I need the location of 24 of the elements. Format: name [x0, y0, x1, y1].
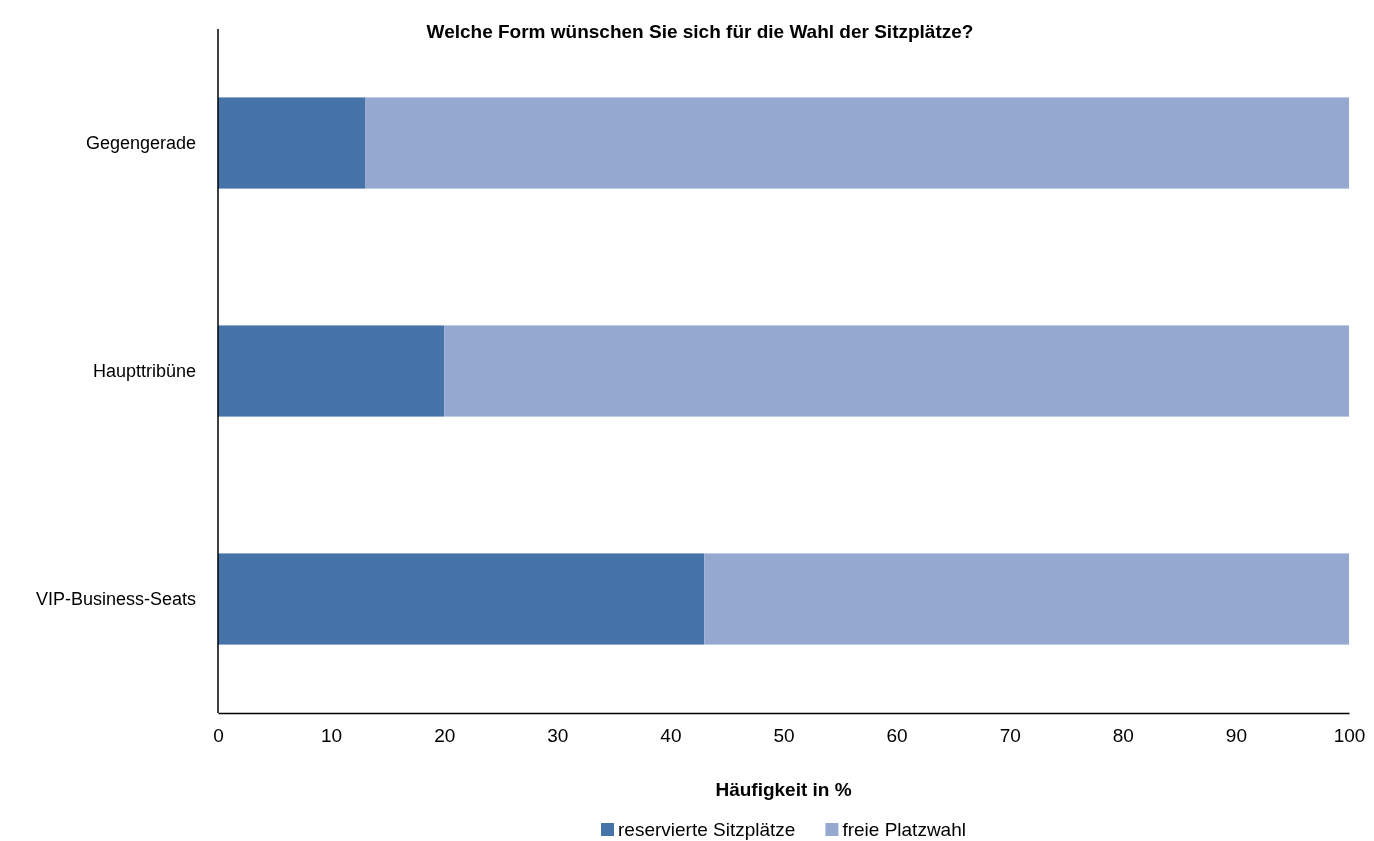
bar [218, 97, 366, 189]
bar [444, 325, 1349, 417]
x-tick-label: 50 [773, 725, 795, 747]
bar [218, 325, 445, 417]
y-tick-label: VIP-Business-Seats [35, 589, 196, 610]
x-tick-label: 30 [547, 725, 569, 747]
x-tick-label: 100 [1333, 725, 1366, 747]
x-tick-label: 10 [321, 725, 343, 747]
legend-label: reservierte Sitzplätze [618, 819, 796, 840]
legend-label: freie Platzwahl [842, 819, 966, 840]
x-tick-label: 40 [660, 725, 682, 747]
x-axis-title: Häufigkeit in % [715, 779, 852, 800]
bar [365, 97, 1349, 189]
x-tick-label: 20 [434, 725, 456, 747]
x-tick-label: 0 [213, 725, 224, 747]
bar [704, 553, 1349, 645]
x-tick-label: 90 [1225, 725, 1247, 747]
chart-title: Welche Form wünschen Sie sich für die Wahl der Sitzplätze? [426, 21, 974, 42]
x-tick-label: 70 [999, 725, 1021, 747]
x-tick-label: 80 [1112, 725, 1134, 747]
y-tick-label: Gegengerade [85, 133, 196, 154]
x-tick-label: 60 [886, 725, 908, 747]
y-tick-label: Haupttribüne [92, 361, 196, 382]
bar [218, 553, 705, 645]
